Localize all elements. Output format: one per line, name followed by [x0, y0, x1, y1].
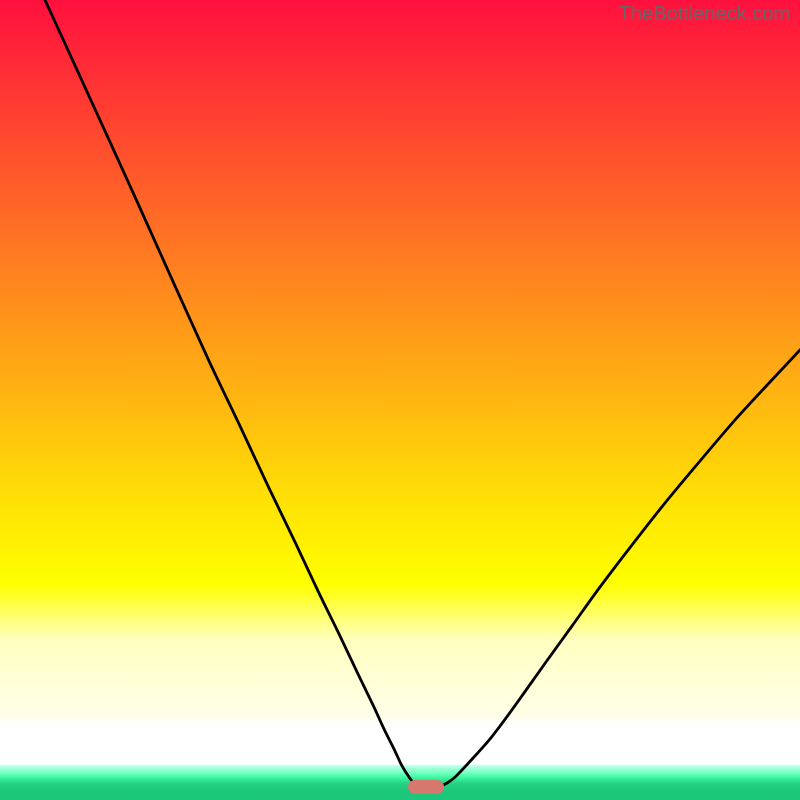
- chart-container: TheBottleneck.com: [0, 0, 800, 800]
- operating-point-marker: [408, 780, 444, 794]
- bottleneck-curve: [45, 0, 800, 788]
- attribution-text: TheBottleneck.com: [619, 3, 790, 26]
- curve-layer: [0, 0, 800, 800]
